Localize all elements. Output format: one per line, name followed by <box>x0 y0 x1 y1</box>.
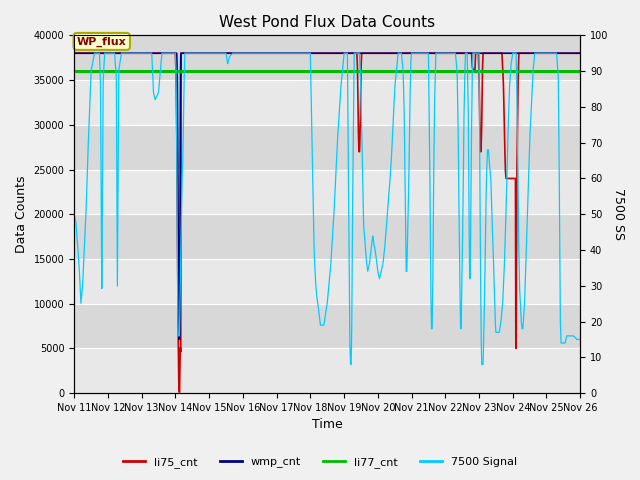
Bar <box>74 348 580 393</box>
Line: 7500 Signal: 7500 Signal <box>74 53 580 364</box>
wmp_cnt <box>399 50 407 56</box>
li75_cnt <box>162 50 170 56</box>
wmp_cnt <box>175 336 183 342</box>
7500 Signal <box>577 336 584 342</box>
li75_cnt <box>70 50 78 56</box>
li75_cnt <box>399 50 407 56</box>
7500 Signal <box>486 171 494 177</box>
li75_cnt <box>448 50 456 56</box>
Y-axis label: 7500 SS: 7500 SS <box>612 188 625 240</box>
wmp_cnt <box>162 50 170 56</box>
7500 Signal <box>448 50 456 56</box>
Bar <box>74 125 580 169</box>
Legend: li75_cnt, wmp_cnt, li77_cnt, 7500 Signal: li75_cnt, wmp_cnt, li77_cnt, 7500 Signal <box>118 452 522 472</box>
wmp_cnt <box>577 50 584 56</box>
Line: wmp_cnt: wmp_cnt <box>74 53 580 339</box>
li75_cnt <box>264 50 271 56</box>
Title: West Pond Flux Data Counts: West Pond Flux Data Counts <box>219 15 435 30</box>
wmp_cnt <box>264 50 271 56</box>
Text: WP_flux: WP_flux <box>77 36 127 47</box>
Line: li75_cnt: li75_cnt <box>74 53 580 392</box>
X-axis label: Time: Time <box>312 419 342 432</box>
Bar <box>74 36 580 80</box>
7500 Signal <box>70 211 78 217</box>
Bar <box>74 259 580 304</box>
7500 Signal <box>399 81 407 87</box>
li75_cnt <box>374 50 381 56</box>
wmp_cnt <box>70 50 78 56</box>
wmp_cnt <box>486 50 494 56</box>
7500 Signal <box>374 269 381 275</box>
Bar <box>74 169 580 214</box>
7500 Signal <box>347 361 355 367</box>
7500 Signal <box>163 50 170 56</box>
Bar <box>74 214 580 259</box>
li75_cnt <box>577 50 584 56</box>
7500 Signal <box>264 50 271 56</box>
Bar <box>74 80 580 125</box>
li75_cnt <box>175 389 183 395</box>
wmp_cnt <box>374 50 381 56</box>
7500 Signal <box>91 50 99 56</box>
Y-axis label: Data Counts: Data Counts <box>15 176 28 253</box>
Bar <box>74 304 580 348</box>
wmp_cnt <box>448 50 456 56</box>
li75_cnt <box>486 50 494 56</box>
